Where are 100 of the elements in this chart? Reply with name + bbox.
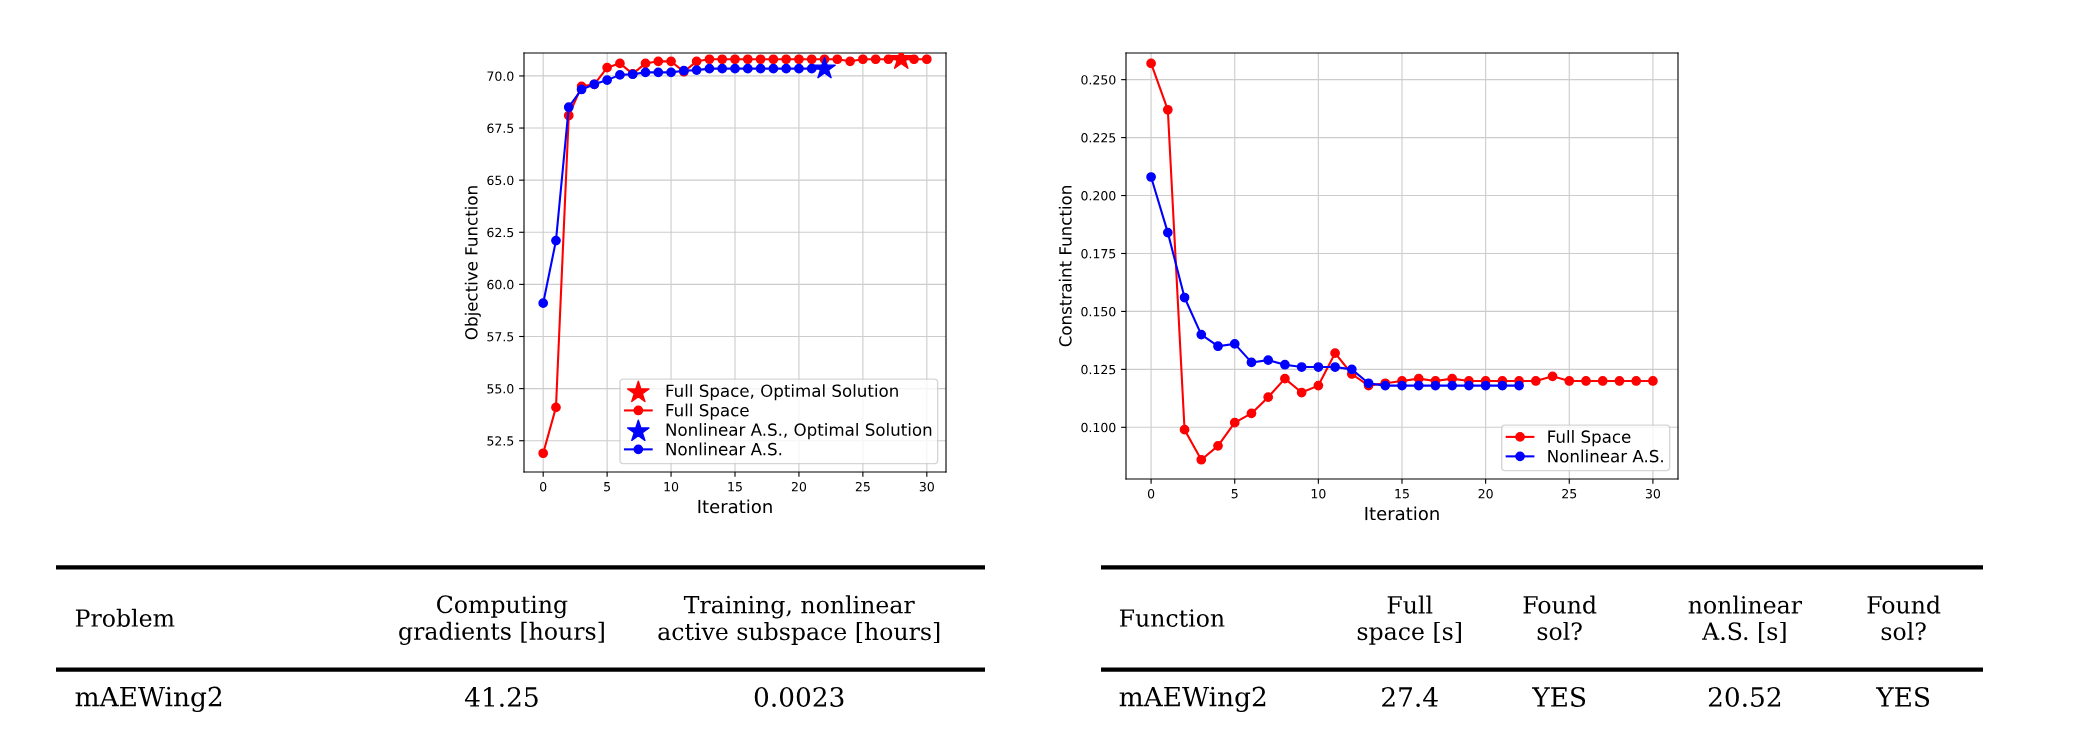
y-tick-label: 65.0 xyxy=(487,175,514,186)
point xyxy=(1229,417,1240,428)
point xyxy=(794,63,804,74)
y-tick-label: 62.5 xyxy=(487,227,514,238)
point xyxy=(858,54,868,65)
point xyxy=(538,298,549,309)
x-tick-label: 0 xyxy=(1147,488,1155,499)
point xyxy=(551,402,561,413)
point xyxy=(1631,376,1642,386)
point xyxy=(704,63,715,74)
point xyxy=(1397,380,1407,391)
text: YES xyxy=(1531,687,1586,707)
x-axis-title: Iteration xyxy=(1365,506,1439,521)
point xyxy=(1480,380,1491,391)
point xyxy=(1146,172,1156,182)
text: mAEWing2 xyxy=(75,686,222,713)
point xyxy=(1581,376,1591,386)
point xyxy=(666,67,676,78)
point xyxy=(755,54,766,65)
x-tick-label: 30 xyxy=(1645,488,1661,499)
y-axis-title: Constraint Function xyxy=(1058,186,1072,347)
point xyxy=(602,62,612,73)
point xyxy=(1280,373,1290,384)
x-tick-label: 20 xyxy=(791,481,807,492)
legend-label: Full Space xyxy=(1548,430,1631,447)
point xyxy=(691,65,702,75)
point xyxy=(563,102,574,113)
point xyxy=(1648,376,1658,386)
point xyxy=(1497,380,1508,391)
y-tick-label: 0.250 xyxy=(1081,75,1116,85)
category-label: Problem xyxy=(75,608,175,627)
point xyxy=(1196,329,1207,340)
y-tick-label: 0.150 xyxy=(1081,306,1116,317)
y-tick-label: 57.5 xyxy=(487,332,514,342)
y-tick-label: 60.0 xyxy=(487,279,514,290)
point xyxy=(755,63,766,74)
point xyxy=(691,56,702,67)
point xyxy=(1346,364,1357,375)
y-tick-label: 0.200 xyxy=(1081,191,1116,201)
point xyxy=(909,54,919,65)
point xyxy=(538,448,549,459)
point xyxy=(1179,424,1190,435)
x-tick-label: 10 xyxy=(664,481,679,492)
point xyxy=(781,63,792,74)
point xyxy=(1547,371,1558,382)
point xyxy=(1246,357,1257,368)
x-axis-title: Iteration xyxy=(698,499,772,514)
point xyxy=(742,54,753,65)
point xyxy=(1413,380,1424,391)
point xyxy=(1296,387,1307,398)
point xyxy=(602,75,612,85)
point xyxy=(1313,380,1324,391)
y-tick-label: 0.100 xyxy=(1081,422,1116,433)
point xyxy=(1330,362,1340,372)
y-tick-label: 0.225 xyxy=(1081,133,1116,143)
point xyxy=(883,54,894,65)
point xyxy=(870,54,881,65)
point xyxy=(1246,408,1257,419)
legend-label: Nonlinear A.S. xyxy=(666,442,782,456)
text: 0.0023 xyxy=(754,687,844,707)
category-label: Found sol? xyxy=(1867,595,1941,641)
legend-label: Nonlinear A.S., Optimal Solution xyxy=(666,423,932,440)
text: mAEWing2 xyxy=(1119,686,1266,713)
point xyxy=(1146,58,1156,69)
x-tick-label: 25 xyxy=(855,481,870,492)
point xyxy=(717,63,728,74)
y-tick-label: 67.5 xyxy=(487,123,514,133)
category-label: Computing gradients [hours] xyxy=(399,595,604,645)
category-label: Function xyxy=(1119,609,1225,627)
point xyxy=(653,56,664,67)
y-tick-label: 70.0 xyxy=(487,71,514,81)
point xyxy=(1330,348,1340,359)
x-tick-label: 0 xyxy=(540,481,547,492)
point xyxy=(1179,292,1190,303)
text: 27.4 xyxy=(1382,687,1438,707)
point xyxy=(806,63,817,74)
point xyxy=(742,63,753,74)
point xyxy=(1263,355,1274,365)
point xyxy=(653,67,664,78)
point xyxy=(921,54,932,65)
legend-label: Full Space, Optimal Solution xyxy=(666,384,898,401)
point xyxy=(1196,454,1207,465)
x-tick-label: 15 xyxy=(1395,489,1409,499)
point xyxy=(615,58,625,69)
x-tick-label: 30 xyxy=(919,481,934,492)
point xyxy=(1430,380,1441,391)
y-tick-label: 0.125 xyxy=(1081,364,1116,375)
text: 41.25 xyxy=(464,687,538,707)
point xyxy=(832,54,843,65)
point xyxy=(1597,376,1608,386)
point xyxy=(1280,359,1290,370)
x-tick-label: 5 xyxy=(1231,489,1238,499)
category-label: Full space [s] xyxy=(1357,595,1461,645)
point xyxy=(666,56,676,67)
point xyxy=(768,54,779,65)
x-tick-label: 10 xyxy=(1311,488,1326,499)
point xyxy=(704,54,715,65)
x-tick-label: 5 xyxy=(604,482,611,492)
category-label: Training, nonlinear active subspace [hours] xyxy=(658,595,940,645)
point xyxy=(1313,362,1324,372)
